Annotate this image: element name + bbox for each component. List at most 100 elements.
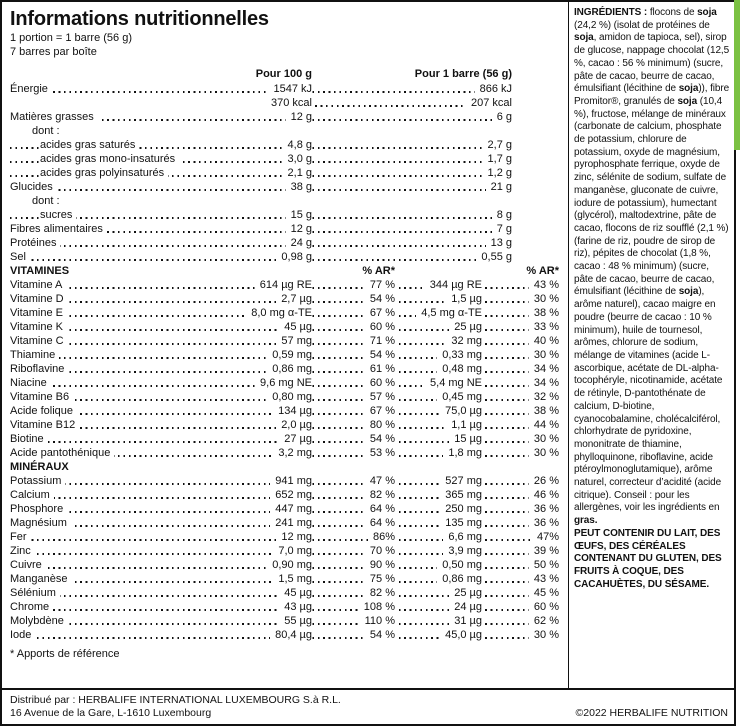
row-value-p56: 44 %: [528, 418, 559, 432]
row-value-v56: 1,1 µg: [446, 418, 482, 432]
row-value-v100: 0,80 mg: [267, 390, 312, 404]
row-value-p100: 60 %: [364, 376, 395, 390]
table-row: acides gras mono-insaturés 3,0 g 1,7 g: [10, 152, 560, 166]
row-value-v100: 1,5 mg: [273, 572, 312, 586]
row-value-v56: 527 mg: [440, 474, 482, 488]
row-value-v56: 7 g: [491, 222, 512, 236]
row-value-v100: 12 g: [285, 222, 312, 236]
row-value-v56: 2,7 g: [482, 138, 512, 152]
label-body: Informations nutritionnelles 1 portion =…: [2, 2, 734, 688]
table-row: Acide pantothénique 3,2 mg 53 % 1,8 mg 30 %: [10, 446, 560, 460]
row-label: Calcium: [10, 489, 54, 501]
row-value-v100: 0,86 mg: [267, 362, 312, 376]
table-row: Zinc 7,0 mg 70 % 3,9 mg 39 %: [10, 544, 560, 558]
row-value-p56: 33 %: [528, 320, 559, 334]
row-value-v100: 370 kcal: [266, 96, 312, 110]
row-value-p56: 34 %: [528, 376, 559, 390]
reference-intake-footnote: * Apports de référence: [10, 648, 120, 660]
row-value-p100: 54 %: [364, 292, 395, 306]
ingredients-text: INGRÉDIENTS : flocons de soja (24,2 %) (…: [574, 7, 730, 527]
row-label: Protéines: [10, 237, 61, 249]
row-value-v56: 0,50 mg: [437, 558, 482, 572]
table-row: Fer 12 mg 86% 6,6 mg 47%: [10, 530, 560, 544]
row-value-p56: 38 %: [528, 404, 559, 418]
row-value-v56: 866 kJ: [474, 82, 512, 96]
table-row: Manganèse 1,5 mg 75 % 0,86 mg 43 %: [10, 572, 560, 586]
row-value-v100: 3,2 mg: [273, 446, 312, 460]
row-value-v56: 0,48 mg: [437, 362, 482, 376]
row-value-v56: 13 g: [485, 236, 512, 250]
row-label: Magnésium: [10, 517, 71, 529]
row-value-v100: 9,6 mg NE: [255, 376, 312, 390]
dot-leader: [10, 119, 510, 121]
row-value-v100: 241 mg: [270, 516, 312, 530]
row-value-v56: 15 µg: [449, 432, 482, 446]
table-row: Thiamine 0,59 mg 54 % 0,33 mg 30 %: [10, 348, 560, 362]
table-row: Chrome 43 µg 108 % 24 µg 60 %: [10, 600, 560, 614]
row-label: VITAMINES: [10, 265, 74, 277]
table-row: acides gras saturés 4,8 g 2,7 g: [10, 138, 560, 152]
row-value-p100: 61 %: [364, 362, 395, 376]
dot-leader: [10, 245, 510, 247]
row-value-p56: 50 %: [528, 558, 559, 572]
row-value-v56: 75,0 µg: [440, 404, 482, 418]
servings-per-box-line: 7 barres par boîte: [10, 46, 97, 58]
row-value-v56: 250 mg: [440, 502, 482, 516]
row-value-v100: 2,7 µg: [276, 292, 312, 306]
row-label: Niacine: [10, 377, 51, 389]
row-value-v56: 0,86 mg: [437, 572, 482, 586]
table-row: Fibres alimentaires 12 g 7 g: [10, 222, 560, 236]
table-row: Vitamine B6 0,80 mg 57 % 0,45 mg 32 %: [10, 390, 560, 404]
row-value-p56: 26 %: [528, 474, 559, 488]
row-label: Vitamine B12: [10, 419, 80, 431]
row-label: Vitamine D: [10, 293, 68, 305]
row-value-v100: 1547 kJ: [268, 82, 312, 96]
row-value-v100: 3,0 g: [282, 152, 312, 166]
row-value-p100: 67 %: [364, 404, 395, 418]
row-value-v100: 38 g: [285, 180, 312, 194]
table-row: acides gras polyinsaturés 2,1 g 1,2 g: [10, 166, 560, 180]
row-label: MINÉRAUX: [10, 461, 73, 473]
table-row: Potassium 941 mg 47 % 527 mg 26 %: [10, 474, 560, 488]
row-value-p56: 43 %: [528, 572, 559, 586]
row-value-p56: 40 %: [528, 334, 559, 348]
row-value-v100: 0,59 mg: [267, 348, 312, 362]
row-label: Potassium: [10, 475, 66, 487]
row-value-p56: 47%: [531, 530, 559, 544]
row-value-v56: 1,5 µg: [446, 292, 482, 306]
row-value-p100: 110 %: [359, 614, 395, 628]
row-value-v100: 12 mg: [276, 530, 312, 544]
row-value-v56: 5,4 mg NE: [425, 376, 482, 390]
row-value-v100: 15 g: [285, 208, 312, 222]
row-value-p100: 54 %: [364, 628, 395, 642]
row-label: Iode: [10, 629, 36, 641]
row-label: Vitamine C: [10, 335, 68, 347]
row-value-v56: 344 µg RE: [424, 278, 482, 292]
row-value-p100: % AR*: [357, 264, 395, 278]
column-headers-row: Pour 100 g Pour 1 barre (56 g): [10, 66, 560, 82]
row-label: Vitamine A: [10, 279, 67, 291]
row-value-p56: 30 %: [528, 446, 559, 460]
table-row: Protéines 24 g 13 g: [10, 236, 560, 250]
row-value-p56: 36 %: [528, 502, 559, 516]
row-value-v56: 6 g: [491, 110, 512, 124]
row-label: Énergie: [10, 83, 52, 95]
row-value-p56: 39 %: [528, 544, 559, 558]
row-label: sucres: [40, 209, 77, 221]
row-value-v56: 24 µg: [449, 600, 482, 614]
row-value-p56: 30 %: [528, 628, 559, 642]
dot-leader: [10, 175, 510, 177]
dot-leader: [10, 147, 510, 149]
row-value-v56: 0,45 mg: [437, 390, 482, 404]
row-value-v56: 32 mg: [446, 334, 482, 348]
row-label: Vitamine B6: [10, 391, 74, 403]
row-value-v100: 652 mg: [270, 488, 312, 502]
row-value-v100: 0,98 g: [276, 250, 312, 264]
row-value-v100: 80,4 µg: [270, 628, 312, 642]
row-value-p100: 57 %: [364, 390, 395, 404]
row-value-v56: 45,0 µg: [440, 628, 482, 642]
row-value-v100: 7,0 mg: [273, 544, 312, 558]
row-label: Acide folique: [10, 405, 77, 417]
allergen-warning: PEUT CONTENIR DU LAIT, DES ŒUFS, DES CÉR…: [574, 527, 722, 590]
row-value-v100: 614 µg RE: [254, 278, 312, 292]
